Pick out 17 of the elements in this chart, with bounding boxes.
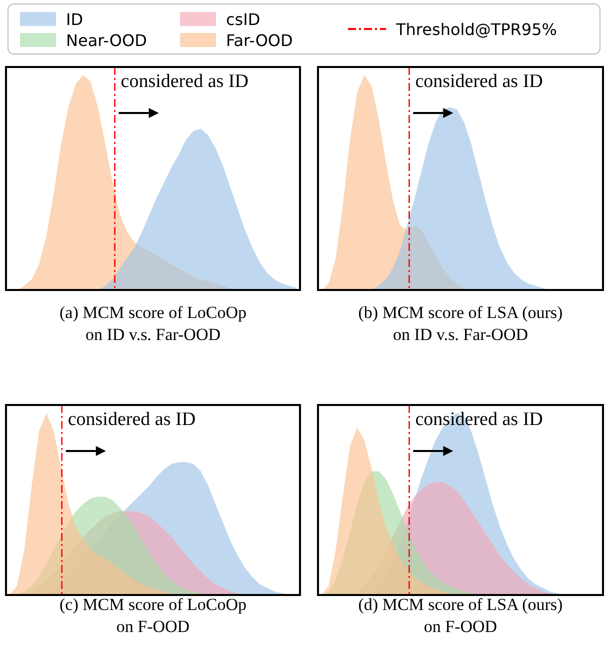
annotation: considered as ID — [68, 409, 196, 430]
text: Threshold@TPR95% — [396, 20, 557, 39]
text: (b) MCM score of LSA (ours) — [358, 303, 563, 322]
text: (c) MCM score of LoCoOp — [60, 595, 246, 614]
text: on F-OOD — [116, 617, 190, 636]
legend-label: Far-OOD — [226, 31, 293, 50]
annotation: considered as ID — [415, 409, 543, 430]
annotation: considered as ID — [120, 71, 248, 92]
text: on ID v.s. Far-OOD — [85, 325, 221, 344]
legend-label: Near-OOD — [66, 31, 147, 50]
annotation: considered as ID — [415, 71, 543, 92]
text: (a) MCM score of LoCoOp — [60, 303, 246, 322]
text: (d) MCM score of LSA (ours) — [358, 595, 563, 614]
legend-label: ID — [66, 10, 84, 29]
text: on ID v.s. Far-OOD — [392, 325, 528, 344]
text: on F-OOD — [424, 617, 498, 636]
legend-label: csID — [226, 10, 260, 29]
